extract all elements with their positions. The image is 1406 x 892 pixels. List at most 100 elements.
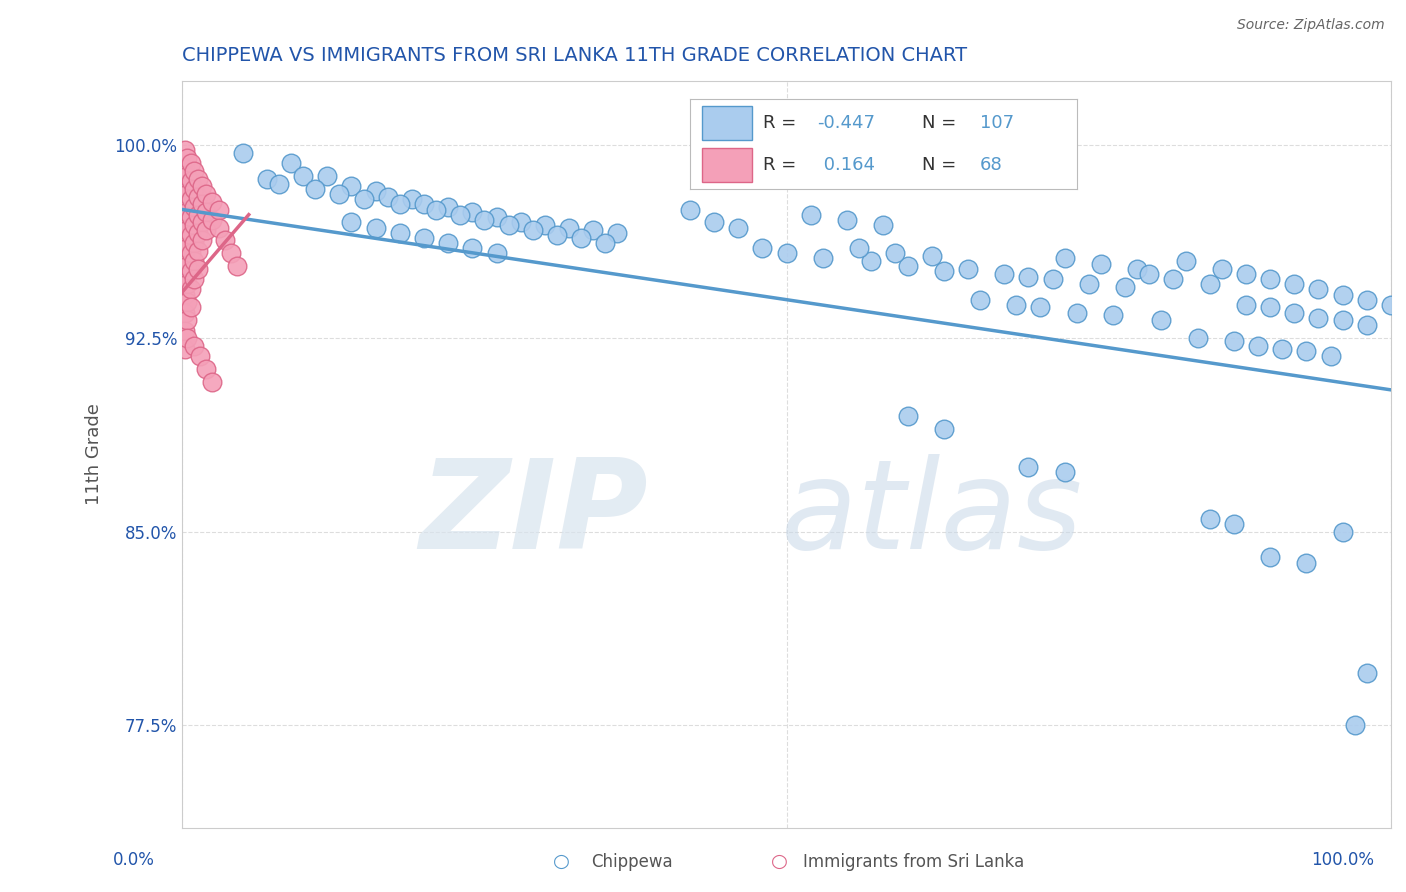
Point [316, 169, 339, 183]
Text: atlas: atlas [780, 454, 1083, 574]
Point [751, 241, 773, 255]
Point [267, 177, 290, 191]
Point [896, 409, 918, 423]
Point [1331, 287, 1354, 301]
Point [1066, 305, 1088, 319]
Point [1258, 301, 1281, 315]
Point [190, 350, 212, 364]
Point [214, 234, 236, 248]
Point [884, 246, 907, 260]
Point [800, 208, 823, 222]
Point [364, 185, 387, 199]
Point [956, 261, 979, 276]
Point [232, 145, 254, 160]
Point [388, 226, 411, 240]
Point [180, 192, 202, 206]
Point [1102, 308, 1125, 322]
Point [932, 264, 955, 278]
Point [201, 194, 224, 209]
Point [180, 211, 202, 225]
Point [173, 197, 195, 211]
Point [401, 192, 423, 206]
Point [180, 264, 202, 278]
Point [1331, 524, 1354, 539]
Text: ○: ○ [770, 852, 789, 871]
Point [173, 179, 195, 194]
Point [485, 211, 508, 225]
Point [775, 246, 797, 260]
Point [461, 205, 484, 219]
Point [173, 252, 195, 266]
Point [1198, 277, 1220, 292]
Point [437, 200, 460, 214]
Point [1187, 331, 1209, 345]
Point [1126, 261, 1149, 276]
Point [180, 156, 202, 170]
Point [187, 189, 209, 203]
Point [921, 249, 943, 263]
Text: Source: ZipAtlas.com: Source: ZipAtlas.com [1237, 18, 1385, 31]
Point [180, 301, 202, 315]
Point [176, 313, 198, 327]
Point [1234, 298, 1257, 312]
Point [872, 218, 894, 232]
Point [280, 156, 302, 170]
Point [190, 197, 212, 211]
Point [1053, 252, 1076, 266]
Point [449, 208, 471, 222]
Point [425, 202, 447, 217]
Point [1223, 516, 1246, 531]
Point [1271, 342, 1294, 356]
Text: CHIPPEWA VS IMMIGRANTS FROM SRI LANKA 11TH GRADE CORRELATION CHART: CHIPPEWA VS IMMIGRANTS FROM SRI LANKA 11… [183, 46, 967, 65]
Point [173, 324, 195, 338]
Point [1284, 277, 1306, 292]
Point [1344, 718, 1367, 732]
Point [195, 205, 218, 219]
Point [176, 295, 198, 310]
Point [328, 187, 350, 202]
Point [413, 197, 436, 211]
Point [183, 235, 205, 250]
Point [522, 223, 544, 237]
Point [1331, 313, 1354, 327]
Y-axis label: 11th Grade: 11th Grade [86, 403, 103, 505]
Point [201, 375, 224, 389]
Point [437, 235, 460, 250]
Point [377, 189, 399, 203]
Point [1355, 666, 1378, 681]
Point [595, 235, 617, 250]
Text: 0.0%: 0.0% [112, 851, 155, 869]
Point [187, 171, 209, 186]
Text: ZIP: ZIP [419, 454, 648, 574]
Point [176, 259, 198, 273]
Point [183, 200, 205, 214]
Point [932, 421, 955, 435]
Point [1247, 339, 1270, 353]
Point [207, 220, 229, 235]
Point [1077, 277, 1099, 292]
Point [176, 223, 198, 237]
Point [207, 202, 229, 217]
Point [340, 215, 363, 229]
Point [727, 220, 749, 235]
Point [173, 161, 195, 176]
Point [176, 331, 198, 345]
Point [180, 282, 202, 296]
Point [509, 215, 531, 229]
Point [1029, 301, 1052, 315]
Point [1295, 344, 1317, 359]
Point [1017, 269, 1039, 284]
Point [201, 212, 224, 227]
Point [183, 272, 205, 286]
Point [534, 218, 557, 232]
Point [173, 269, 195, 284]
Point [558, 220, 581, 235]
Text: 100.0%: 100.0% [1312, 851, 1374, 869]
Point [183, 254, 205, 268]
Point [173, 305, 195, 319]
Point [1114, 280, 1136, 294]
Point [1258, 550, 1281, 565]
Point [183, 218, 205, 232]
Point [1284, 305, 1306, 319]
Text: Chippewa: Chippewa [591, 853, 673, 871]
